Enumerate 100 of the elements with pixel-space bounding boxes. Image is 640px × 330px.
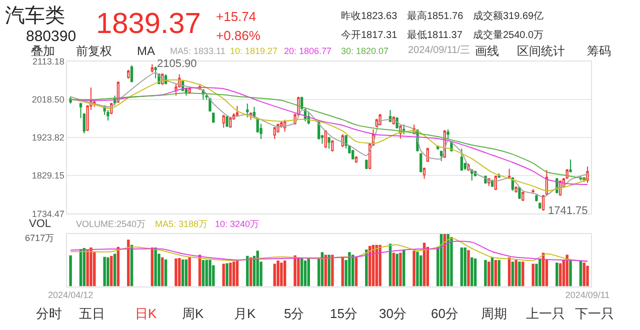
- y-tick-label: 2018.50: [32, 94, 64, 105]
- bar: [518, 262, 521, 286]
- bar: [566, 254, 568, 286]
- candlestick: [402, 124, 406, 135]
- text: +15.74: [216, 9, 256, 24]
- candlestick: [150, 64, 154, 74]
- candlestick: [422, 167, 426, 180]
- text: 10: 1819.27: [230, 46, 278, 56]
- text: MA: [137, 44, 155, 58]
- text: 昨收1823.63: [341, 10, 398, 22]
- candlestick: [246, 103, 249, 118]
- bar: [467, 250, 470, 286]
- text: 5分: [284, 306, 304, 321]
- candlestick: [365, 159, 368, 170]
- bar: [164, 260, 168, 286]
- candlestick: [586, 166, 589, 184]
- bar: [586, 266, 589, 286]
- text: 月K: [234, 306, 256, 321]
- text: 前复权: [76, 44, 112, 58]
- candlestick: [460, 148, 463, 172]
- bar: [399, 252, 402, 286]
- bar: [446, 234, 450, 286]
- bar: [283, 260, 286, 286]
- y-tick-label: 1923.82: [32, 132, 64, 143]
- bar: [488, 262, 490, 286]
- bar: [532, 264, 534, 286]
- bar: [113, 254, 116, 286]
- bar: [522, 262, 524, 286]
- text: 成交量2540.0万: [473, 29, 544, 41]
- bar: [154, 247, 157, 286]
- candlestick: [569, 159, 572, 173]
- candlestick: [127, 69, 130, 80]
- text: 最高1851.76: [407, 10, 464, 22]
- bar: [174, 258, 178, 286]
- candlestick: [208, 97, 212, 112]
- bar: [307, 258, 310, 286]
- text: 上一只: [526, 306, 565, 321]
- candlestick: [375, 118, 378, 128]
- text: 周期: [481, 306, 507, 321]
- x-tick-label: 2024/04/12: [48, 290, 94, 300]
- bar: [569, 260, 572, 286]
- candlestick: [508, 168, 511, 180]
- bar: [246, 256, 249, 286]
- text: 叠加: [31, 44, 55, 58]
- bar: [202, 260, 205, 286]
- bar: [161, 257, 164, 286]
- text: 1839.37: [96, 8, 201, 40]
- bar: [276, 260, 280, 286]
- candlestick: [273, 126, 276, 140]
- text: 15分: [330, 306, 358, 321]
- text: VOL: [29, 218, 52, 230]
- y-tick-label: 1829.15: [32, 170, 64, 181]
- candlestick: [212, 112, 215, 124]
- bar: [297, 258, 300, 286]
- text: MA5: 3188万: [155, 219, 208, 229]
- bar: [494, 260, 498, 286]
- bar: [558, 263, 562, 286]
- bar: [396, 254, 398, 286]
- candlestick: [130, 64, 134, 83]
- text: 五日: [79, 306, 105, 321]
- candlestick: [440, 150, 443, 162]
- x-tick-label: 2024/09/11: [565, 290, 610, 300]
- annotation: 1741.75: [548, 205, 588, 217]
- candlestick: [446, 128, 450, 140]
- candlestick: [354, 156, 358, 164]
- candlestick: [498, 172, 500, 179]
- text: 6717万: [25, 233, 54, 243]
- text: VOLUME:2540万: [76, 219, 146, 229]
- bar: [392, 252, 396, 286]
- text: 10: 3240万: [215, 219, 260, 229]
- text: 今开1817.31: [341, 29, 398, 41]
- text: 周K: [182, 306, 204, 321]
- candlestick: [352, 149, 354, 160]
- text: 分时: [36, 306, 62, 321]
- bar: [294, 255, 296, 286]
- bar: [538, 258, 542, 286]
- text: 下一只: [575, 306, 614, 321]
- text: 日K: [135, 306, 157, 321]
- candlestick: [328, 136, 330, 150]
- bar: [348, 252, 351, 286]
- bar: [86, 250, 89, 286]
- text: 30分: [379, 306, 406, 321]
- text: 20: 1806.77: [284, 46, 332, 56]
- bar: [450, 236, 453, 286]
- bar: [300, 258, 304, 286]
- text: MA5: 1833.11: [170, 46, 226, 56]
- bar: [181, 260, 184, 286]
- candlestick: [535, 194, 538, 202]
- bar: [184, 260, 188, 286]
- bar: [514, 260, 518, 286]
- candlestick: [388, 110, 392, 123]
- candlestick: [331, 140, 334, 152]
- candlestick: [252, 106, 256, 118]
- bar: [208, 260, 212, 286]
- candlestick: [260, 123, 262, 140]
- bar: [331, 254, 334, 286]
- annotation: 2105.90: [157, 58, 197, 70]
- bar: [464, 247, 466, 286]
- bar: [103, 256, 106, 286]
- bar: [188, 257, 191, 286]
